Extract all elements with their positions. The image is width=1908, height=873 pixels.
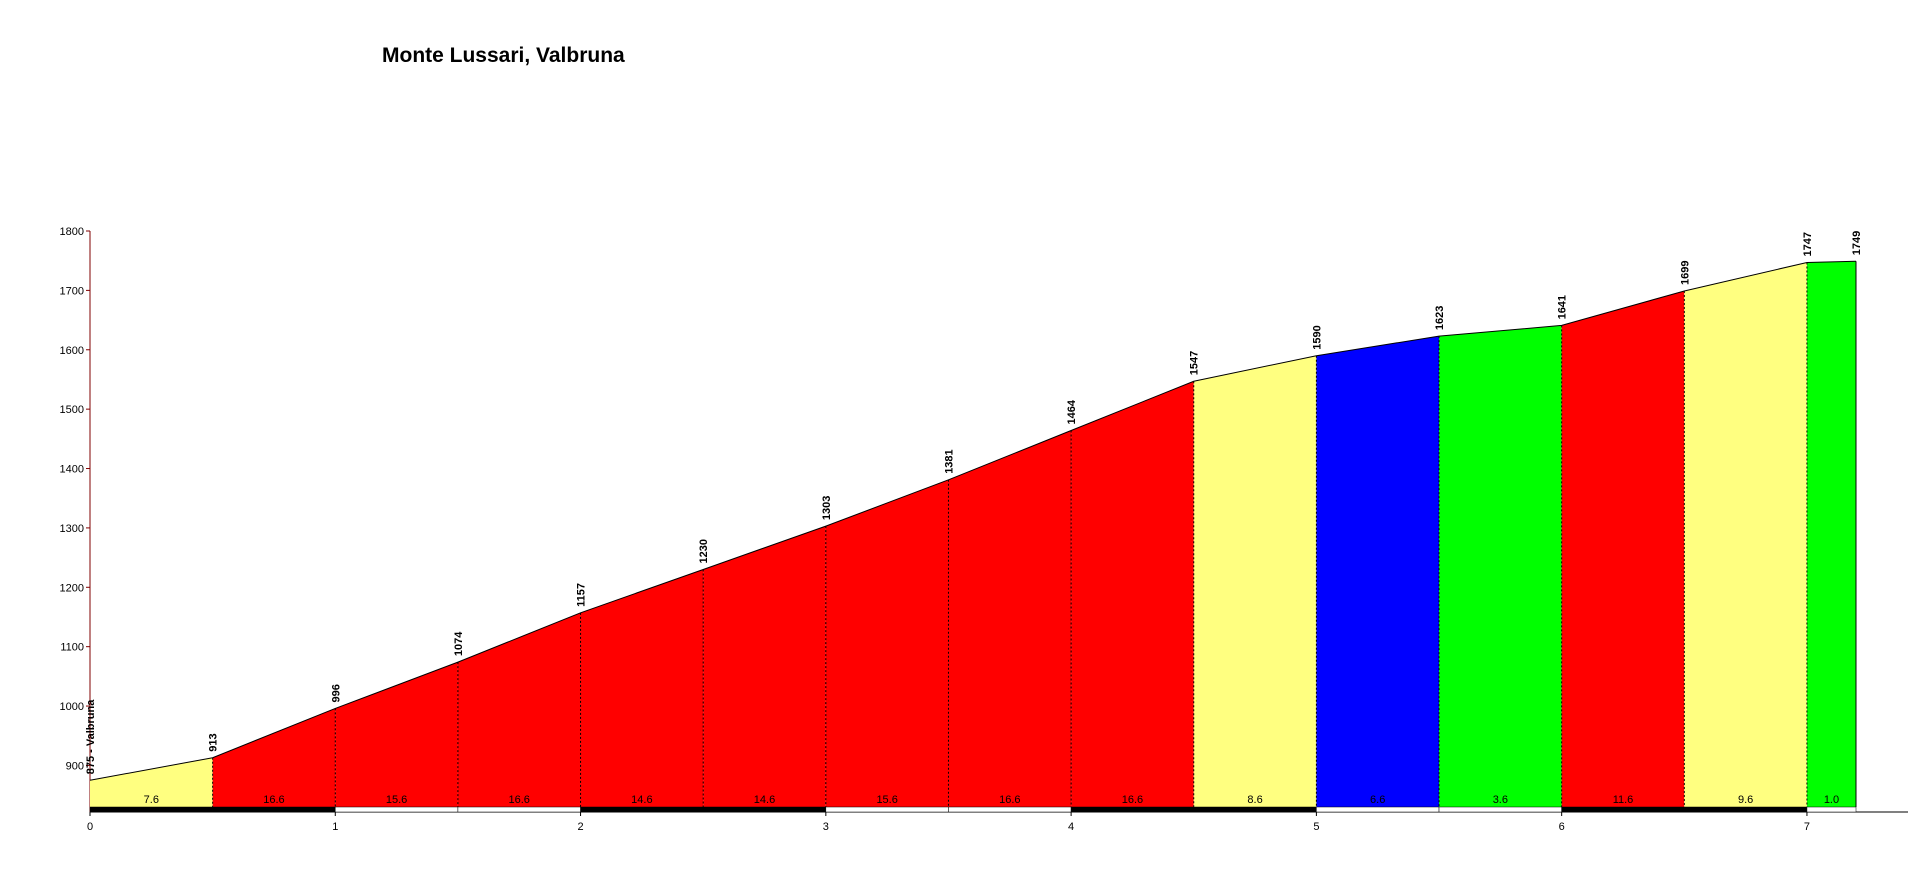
grade-label: 8.6: [1247, 794, 1262, 806]
elevation-label: 1641: [1557, 295, 1569, 319]
profile-segment: [1806, 261, 1856, 807]
km-strip: [212, 806, 336, 813]
y-tick-label: 1100: [60, 642, 84, 654]
grade-label: 15.6: [386, 794, 407, 806]
elevation-label: 1157: [576, 583, 588, 607]
km-strip: [1684, 806, 1808, 813]
elevation-label: 1747: [1802, 232, 1814, 256]
grade-label: 1.0: [1824, 794, 1839, 806]
km-strip: [1070, 806, 1194, 813]
km-strip: [948, 806, 1072, 813]
elevation-label: 1590: [1311, 325, 1323, 349]
grade-label: 9.6: [1738, 794, 1753, 806]
x-tick-label: 2: [577, 821, 583, 833]
elevation-label: 913: [208, 733, 220, 751]
km-strip: [1561, 806, 1685, 813]
profile-segment: [90, 757, 213, 807]
x-tick-label: 5: [1313, 821, 1319, 833]
grade-label: 16.6: [509, 794, 530, 806]
profile-segment: [1071, 381, 1194, 807]
km-strip: [1316, 806, 1440, 813]
grade-label: 7.6: [144, 794, 159, 806]
profile-segment: [948, 430, 1072, 807]
grade-label: 15.6: [876, 794, 897, 806]
y-tick-label: 1500: [60, 404, 84, 416]
grade-label: 14.6: [631, 794, 652, 806]
elevation-label: 1303: [821, 496, 833, 520]
grade-label: 6.6: [1370, 794, 1385, 806]
x-tick-label: 0: [87, 821, 93, 833]
grade-label: 16.6: [263, 794, 284, 806]
y-tick-label: 1300: [60, 523, 84, 535]
km-strip: [580, 806, 704, 813]
profile-segment: [703, 526, 826, 807]
km-strip: [457, 806, 581, 813]
km-strip: [89, 806, 213, 813]
y-tick-label: 1000: [60, 701, 84, 713]
elevation-label: 1749: [1851, 231, 1863, 255]
grade-label: 14.6: [754, 794, 775, 806]
profile-segment: [580, 569, 704, 807]
elevation-label: 1074: [453, 631, 465, 656]
elevation-label: 1464: [1066, 399, 1078, 424]
x-tick-label: 7: [1804, 821, 1810, 833]
y-tick-label: 1400: [60, 464, 84, 476]
y-tick-label: 900: [66, 760, 84, 772]
elevation-label: 875 - Valbruna: [85, 699, 97, 774]
km-strip: [702, 806, 827, 813]
elevation-label: 1230: [698, 539, 710, 563]
grade-label: 3.6: [1493, 794, 1508, 806]
profile-segment: [1316, 336, 1440, 807]
km-strip: [1438, 806, 1562, 813]
km-strip: [1806, 806, 1857, 813]
grade-label: 16.6: [999, 794, 1020, 806]
x-tick-label: 1: [332, 821, 338, 833]
elevation-label: 1547: [1189, 351, 1201, 375]
elevation-label: 996: [330, 684, 342, 702]
elevation-label: 1381: [943, 449, 955, 473]
y-tick-label: 1700: [60, 285, 84, 297]
profile-segment: [212, 708, 336, 807]
profile-segment: [1439, 325, 1562, 807]
profile-line: [89, 260, 1857, 781]
y-tick-label: 1600: [60, 345, 84, 357]
profile-segment: [1684, 262, 1807, 807]
x-tick-label: 6: [1559, 821, 1565, 833]
x-tick-label: 3: [823, 821, 829, 833]
grade-label: 11.6: [1613, 794, 1634, 806]
profile-segment: [457, 612, 581, 807]
profile-segment: [1561, 290, 1685, 808]
y-tick-label: 1200: [60, 582, 84, 594]
profile-segment: [1193, 355, 1317, 807]
km-strip: [1193, 806, 1317, 813]
km-strip: [335, 806, 459, 813]
profile-segment: [335, 662, 458, 807]
km-strip: [825, 806, 949, 813]
elevation-label: 1699: [1679, 260, 1691, 284]
y-tick-label: 1800: [60, 226, 84, 238]
chart-title: Monte Lussari, Valbruna: [382, 44, 625, 67]
grade-label: 16.6: [1122, 794, 1143, 806]
elevation-label: 1623: [1434, 306, 1446, 330]
x-tick-label: 4: [1068, 821, 1074, 833]
profile-segment: [825, 479, 949, 807]
